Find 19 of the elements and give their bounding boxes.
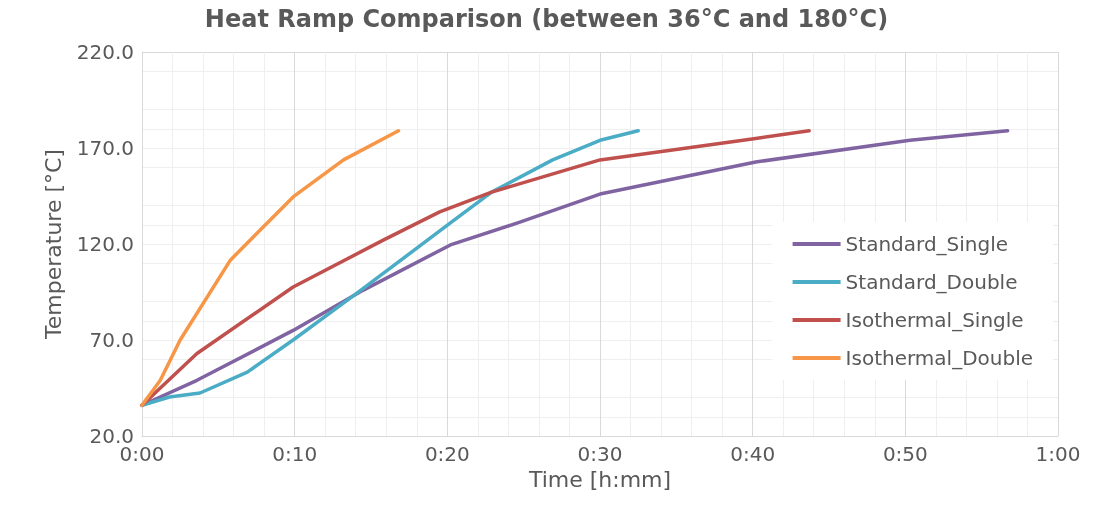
x-tick-label: 0:30 <box>577 442 623 466</box>
y-tick-label: 120.0 <box>76 232 134 256</box>
y-tick-label: 70.0 <box>89 328 134 352</box>
legend-label: Isothermal_Single <box>845 308 1024 332</box>
x-tick-label: 0:10 <box>272 442 318 466</box>
legend-label: Isothermal_Double <box>845 346 1034 370</box>
y-tick-label: 170.0 <box>76 136 134 160</box>
y-axis-title: Temperature [°C] <box>40 149 66 340</box>
chart-title: Heat Ramp Comparison (between 36°C and 180°C) <box>204 5 889 33</box>
line-series <box>140 128 640 408</box>
x-tick-label: 0:50 <box>882 442 928 466</box>
y-tick-label: 220.0 <box>76 40 134 64</box>
x-tick-label: 0:20 <box>424 442 470 466</box>
x-tick-label: 0:40 <box>730 442 776 466</box>
legend-label: Standard_Single <box>845 232 1009 256</box>
legend-label: Standard_Double <box>845 270 1018 294</box>
x-tick-label: 1:00 <box>1035 442 1081 466</box>
x-axis-title: Time [h:mm] <box>527 467 672 493</box>
line-series <box>140 128 401 408</box>
